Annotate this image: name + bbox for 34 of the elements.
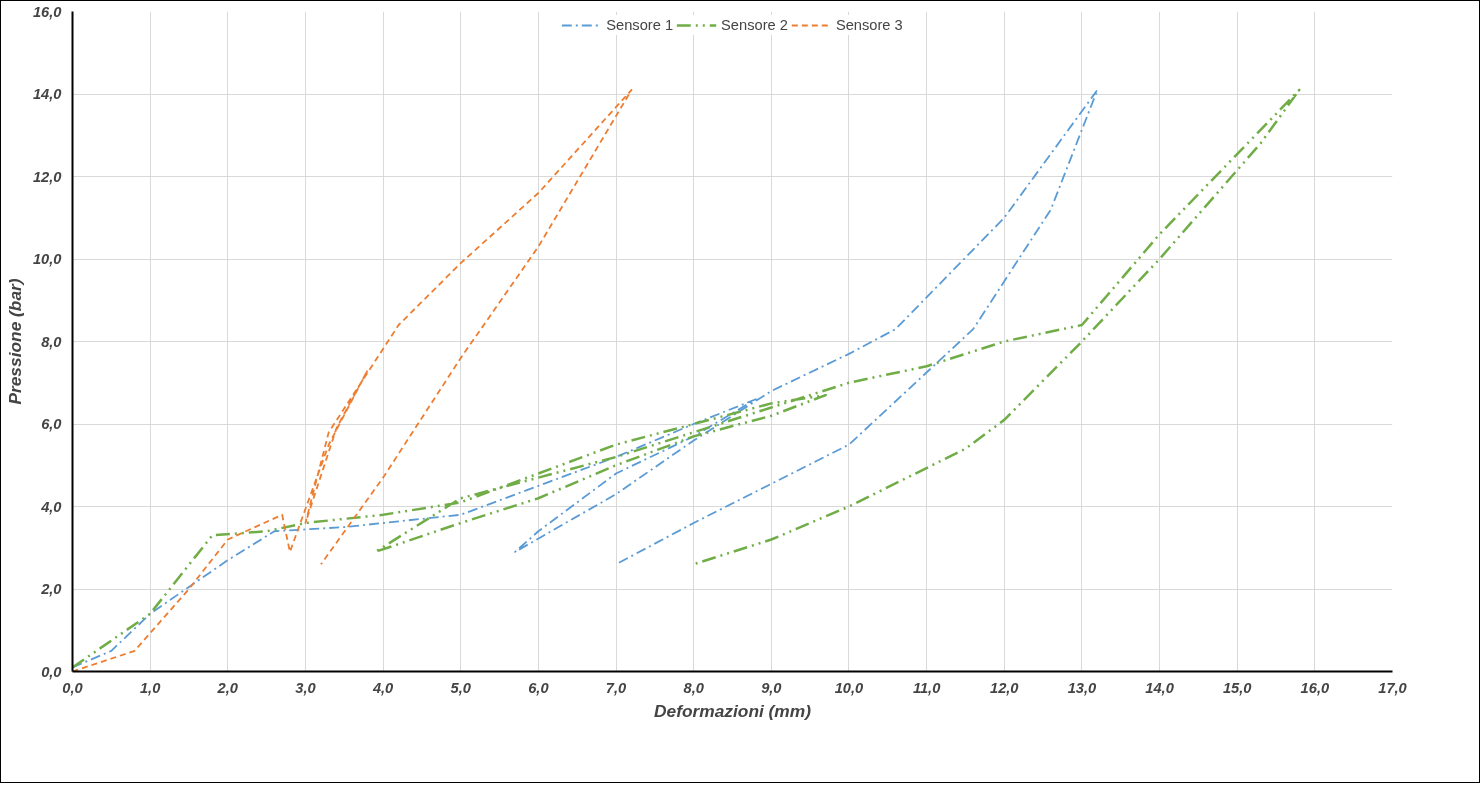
line-series	[72, 88, 633, 672]
x-tick-label: 11,0	[912, 679, 942, 696]
legend-label: Sensore 1	[606, 17, 674, 33]
x-tick-label: 17,0	[1378, 679, 1408, 696]
legend-label: Sensore 3	[835, 17, 903, 33]
x-tick-label: 10,0	[834, 679, 865, 696]
x-tick-label: 6,0	[528, 679, 550, 696]
y-tick-label: 6,0	[41, 416, 63, 432]
x-tick-label: 16,0	[1300, 679, 1330, 696]
y-tick-label: 2,0	[40, 581, 63, 597]
x-tick-label: 14,0	[1145, 679, 1175, 696]
x-tick-label: 13,0	[1067, 679, 1098, 696]
x-tick-label: 1,0	[139, 679, 162, 696]
legend-label: Sensore 2	[721, 17, 788, 33]
y-tick-label: 16,0	[32, 3, 63, 20]
x-tick-label: 4,0	[371, 679, 395, 696]
x-tick-label: 8,0	[683, 679, 705, 696]
y-tick-label: 0,0	[41, 663, 63, 680]
y-tick-label: 14,0	[32, 86, 63, 102]
y-tick-label: 10,0	[32, 251, 63, 267]
x-tick-label: 0,0	[62, 679, 84, 696]
x-tick-label: 2,0	[216, 679, 239, 696]
line-series	[72, 88, 1301, 669]
x-tick-label: 15,0	[1222, 679, 1253, 696]
x-axis-title: Deformazioni (mm)	[654, 700, 812, 721]
y-tick-label: 12,0	[32, 168, 63, 185]
x-tick-label: 5,0	[450, 679, 472, 696]
x-tick-label: 3,0	[295, 679, 317, 696]
y-tick-label: 4,0	[40, 498, 63, 515]
x-tick-label: 12,0	[990, 679, 1020, 696]
x-tick-label: 9,0	[761, 679, 783, 696]
y-tick-label: 8,0	[41, 333, 63, 350]
x-tick-label: 7,0	[605, 679, 628, 696]
y-axis-title: Pressione (bar)	[4, 278, 25, 405]
